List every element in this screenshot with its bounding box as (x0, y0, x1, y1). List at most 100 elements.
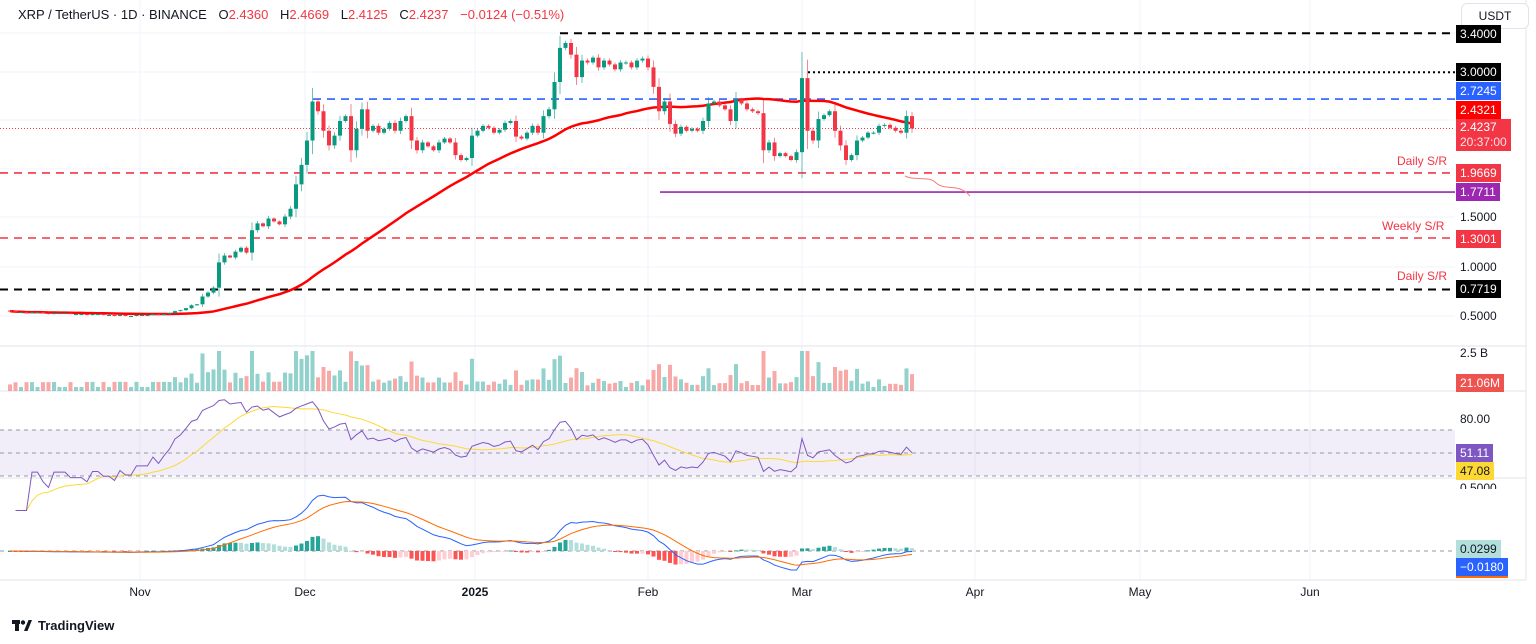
macd-histogram-bar (453, 551, 458, 560)
macd-histogram-bar (283, 546, 287, 551)
candle-body (805, 78, 810, 131)
macd-histogram-bar (607, 550, 612, 552)
volume-bar (453, 372, 458, 391)
candle-body (415, 140, 419, 151)
macd-histogram-bar (118, 551, 122, 552)
macd-histogram-bar (343, 546, 348, 551)
macd-histogram-bar (530, 551, 535, 553)
macd-histogram-bar (855, 551, 859, 553)
projection-path (904, 175, 971, 197)
candle-body (448, 138, 452, 143)
volume-bar (167, 382, 172, 391)
volume-bar (266, 372, 271, 391)
candle-body (354, 128, 359, 151)
macd-histogram-bar (547, 549, 551, 551)
candle-body (855, 140, 859, 156)
level-label-blue: 2.7245 (1456, 82, 1501, 100)
high-label: H (279, 7, 290, 22)
time-tick: May (1128, 585, 1152, 599)
candle-body (723, 105, 727, 110)
macd-histogram-bar (761, 551, 766, 554)
candle-body (13, 311, 18, 313)
low-value: 2.4125 (347, 7, 388, 22)
macd-histogram-bar (448, 551, 452, 559)
candle-body (420, 142, 425, 151)
macd-histogram-bar (239, 542, 243, 551)
macd-histogram-bar (415, 551, 419, 561)
candle-body (200, 296, 205, 305)
candle-body (668, 101, 672, 124)
candle-body (156, 314, 161, 316)
macd-histogram-bar (728, 551, 733, 552)
volume-bar (316, 377, 320, 391)
volume-bar (310, 351, 315, 391)
candle-body (57, 313, 62, 315)
volume-bar (261, 381, 265, 391)
candle-body (541, 116, 546, 133)
macd-label: −0.0180 (1456, 558, 1508, 578)
candle-body (558, 47, 562, 82)
volume-bar (877, 379, 881, 391)
macd-histogram-bar (503, 551, 507, 552)
volume-bar (184, 377, 188, 391)
candle-body (277, 221, 282, 225)
volume-bar (365, 365, 370, 391)
candle-body (871, 132, 876, 134)
volume-bar (178, 382, 183, 391)
candle-body (393, 122, 397, 131)
candle-body (371, 125, 375, 131)
macd-histogram-bar (420, 551, 425, 561)
candle-body (822, 115, 826, 120)
volume-bar (728, 375, 733, 391)
macd-histogram-bar (635, 551, 639, 554)
candle-body (475, 130, 480, 136)
volume-bar (420, 377, 425, 391)
volume-bar (899, 384, 903, 391)
macd-histogram-bar (294, 545, 298, 551)
macd-histogram-bar (217, 545, 221, 551)
candle-body (173, 311, 177, 314)
candle-body (717, 101, 722, 106)
candle-body (294, 184, 298, 209)
price-tick: 1.5000 (1460, 210, 1497, 224)
macd-histogram-bar (734, 550, 738, 552)
candle-body (283, 216, 287, 225)
volume-bar (162, 381, 166, 391)
volume-bar (288, 373, 293, 391)
macd-histogram-bar (860, 551, 865, 552)
volume-bar (580, 372, 584, 391)
macd-histogram-bar (800, 548, 804, 551)
candle-body (255, 223, 260, 231)
macd-histogram-bar (613, 551, 617, 552)
macd-histogram-bar (354, 551, 359, 553)
macd-histogram-bar (618, 551, 623, 553)
macd-histogram-bar (794, 551, 799, 556)
macd-histogram-bar (514, 551, 518, 552)
volume-bar (525, 380, 529, 391)
candle-body (24, 312, 29, 314)
volume-bar (761, 351, 766, 391)
candle-body (272, 218, 276, 222)
macd-histogram-bar (486, 551, 491, 553)
volume-bar (827, 382, 832, 391)
candle-body (800, 78, 804, 153)
candle-body (712, 101, 716, 104)
macd-histogram-bar (849, 551, 854, 553)
macd-histogram-bar (151, 550, 155, 552)
symbol-title[interactable]: XRP / TetherUS · 1D · BINANCE (18, 7, 207, 22)
macd-tick: 0.5000 (1460, 481, 1497, 489)
volume-bar (745, 381, 749, 391)
time-tick: Mar (791, 585, 813, 599)
tradingview-logo[interactable]: TradingView (12, 618, 114, 633)
macd-histogram-bar (871, 549, 876, 551)
macd-histogram-bar (783, 551, 788, 557)
candle-body (673, 123, 678, 134)
candle-body (706, 103, 711, 121)
candle-body (123, 315, 128, 317)
macd-histogram-bar (365, 551, 370, 554)
signal-line (9, 501, 913, 566)
macd-histogram-bar (816, 547, 821, 551)
macd-histogram-bar (745, 549, 749, 551)
volume-bar (492, 381, 496, 391)
